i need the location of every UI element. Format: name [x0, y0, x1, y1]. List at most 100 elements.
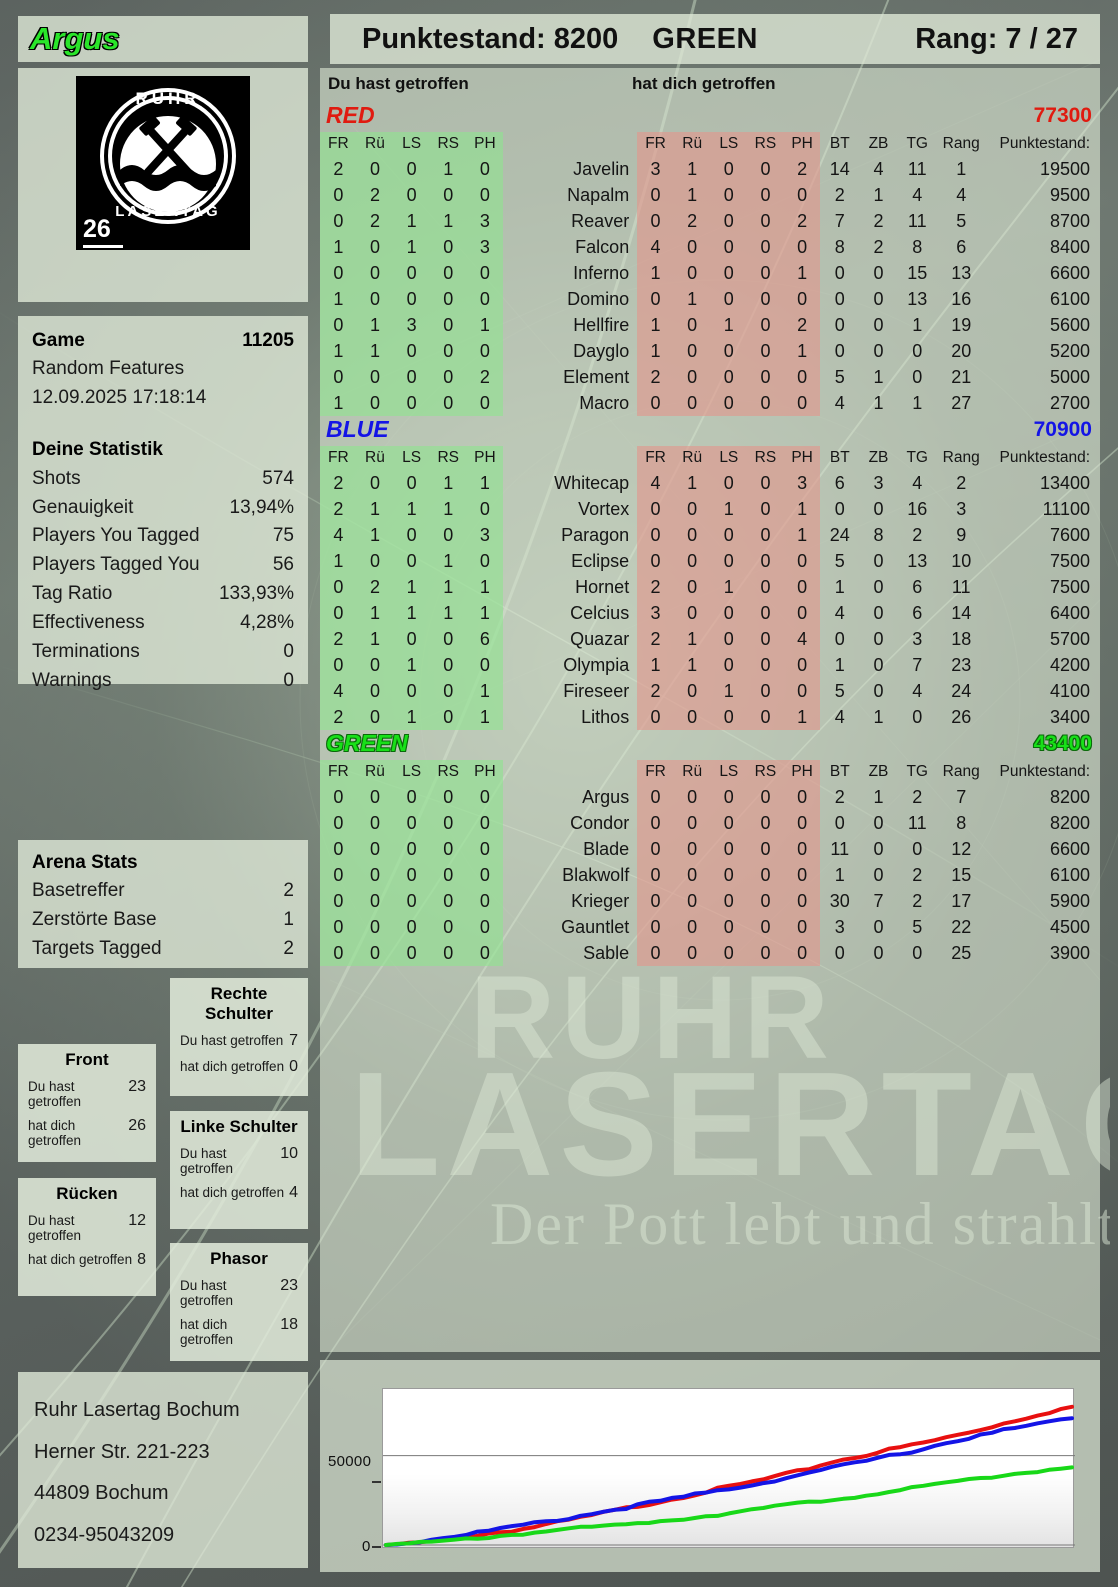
- cell-you-fr: 0: [320, 862, 357, 888]
- cell-punktestand: 8200: [1049, 786, 1090, 807]
- cell-tg: 0: [912, 706, 923, 727]
- col-header-them-ls: LS: [710, 760, 748, 784]
- cell-punktestand: 7500: [1049, 550, 1090, 571]
- zone-gothit-label: hat dich getroffen: [180, 1185, 285, 1200]
- cell-player-name: Krieger: [571, 890, 630, 911]
- cell-zb: 1: [873, 392, 884, 413]
- cell-them-ph: 2: [783, 312, 821, 338]
- col-header-them-fr: FR: [637, 760, 674, 784]
- table-row[interactable]: 2 0 1 0 1 Lithos 0 0 0 0 1 4 1 0 26 3400: [320, 704, 1100, 730]
- cell-tg: 13: [907, 288, 928, 309]
- cell-them-fr: 0: [637, 704, 674, 730]
- cell-you-ls: 0: [393, 784, 430, 810]
- table-row[interactable]: 2 0 0 1 0 Javelin 3 1 0 0 2 14 4 11 1 19500: [320, 156, 1100, 182]
- cell-punktestand: 6400: [1049, 602, 1090, 623]
- table-row[interactable]: 0 0 0 0 0 Blade 0 0 0 0 0 11 0 0 12 6600: [320, 836, 1100, 862]
- cell-bt: 2: [834, 786, 845, 807]
- cell-you-ls: 1: [393, 496, 430, 522]
- cell-them-rü: 1: [673, 182, 711, 208]
- cell-you-ph: 0: [466, 810, 504, 836]
- cell-you-fr: 0: [320, 810, 357, 836]
- cell-you-rs: 0: [429, 940, 467, 966]
- table-row[interactable]: 4 0 0 0 1 Fireseer 2 0 1 0 0 5 0 4 24 4100: [320, 678, 1100, 704]
- table-row[interactable]: 0 0 0 0 0 Sable 0 0 0 0 0 0 0 0 25 3900: [320, 940, 1100, 966]
- cell-bt: 4: [834, 706, 845, 727]
- zone-card-linke-schulter: Linke Schulter Du hast getroffen 10 hat d…: [170, 1111, 308, 1229]
- stat-row: Shots 574: [32, 465, 294, 494]
- table-row[interactable]: 0 1 1 1 1 Celcius 3 0 0 0 0 4 0 6 14 6400: [320, 600, 1100, 626]
- table-row[interactable]: 2 1 1 1 0 Vortex 0 0 1 0 1 0 0 16 3 11100: [320, 496, 1100, 522]
- cell-them-rs: 0: [747, 496, 784, 522]
- cell-you-ls: 0: [393, 338, 430, 364]
- cell-you-ph: 0: [466, 548, 504, 574]
- cell-player-name: Argus: [582, 786, 630, 807]
- table-row[interactable]: 0 0 0 0 0 Condor 0 0 0 0 0 0 0 11 8 8200: [320, 810, 1100, 836]
- cell-rang: 12: [951, 838, 972, 859]
- cell-them-ls: 0: [710, 600, 748, 626]
- cell-player-name: Lithos: [581, 706, 630, 727]
- cell-you-fr: 0: [320, 312, 357, 338]
- table-row[interactable]: 0 0 0 0 0 Krieger 0 0 0 0 0 30 7 2 17 5900: [320, 888, 1100, 914]
- cell-you-rü: 2: [356, 182, 394, 208]
- cell-you-fr: 0: [320, 600, 357, 626]
- table-row[interactable]: 0 0 0 0 2 Element 2 0 0 0 0 5 1 0 21 5000: [320, 364, 1100, 390]
- arena-label: Targets Tagged: [32, 938, 162, 960]
- col-header-them-fr: FR: [637, 446, 674, 470]
- zone-hit-row: Du hast getroffen 23: [180, 1277, 298, 1308]
- cell-you-rü: 0: [356, 390, 394, 416]
- table-row[interactable]: 0 0 0 0 0 Argus 0 0 0 0 0 2 1 2 7 8200: [320, 784, 1100, 810]
- table-row[interactable]: 0 2 1 1 3 Reaver 0 2 0 0 2 7 2 11 5 8700: [320, 208, 1100, 234]
- cell-rang: 19: [951, 314, 972, 335]
- page-title: Argus: [30, 21, 120, 56]
- table-row[interactable]: 2 1 0 0 6 Quazar 2 1 0 0 4 0 0 3 18 5700: [320, 626, 1100, 652]
- table-row[interactable]: 0 2 1 1 1 Hornet 2 0 1 0 0 1 0 6 11 7500: [320, 574, 1100, 600]
- table-row[interactable]: 2 0 0 1 1 Whitecap 4 1 0 0 3 6 3 4 2 13400: [320, 470, 1100, 496]
- cell-you-fr: 4: [320, 522, 357, 548]
- cell-you-ls: 0: [393, 940, 430, 966]
- table-row[interactable]: 1 0 0 0 0 Domino 0 1 0 0 0 0 0 13 16 6100: [320, 286, 1100, 312]
- cell-you-fr: 2: [320, 156, 357, 182]
- arena-stats-title: Arena Stats: [32, 848, 294, 877]
- table-row[interactable]: 1 1 0 0 0 Dayglo 1 0 0 0 1 0 0 0 20 5200: [320, 338, 1100, 364]
- cell-punktestand: 6100: [1049, 288, 1090, 309]
- cell-them-rs: 0: [747, 810, 784, 836]
- cell-you-rs: 0: [429, 338, 467, 364]
- table-row[interactable]: 4 1 0 0 3 Paragon 0 0 0 0 1 24 8 2 9 7600: [320, 522, 1100, 548]
- table-row[interactable]: 1 0 0 0 0 Macro 0 0 0 0 0 4 1 1 27 2700: [320, 390, 1100, 416]
- cell-you-ph: 3: [466, 522, 504, 548]
- stat-value: 75: [272, 525, 294, 547]
- cell-rang: 17: [951, 890, 972, 911]
- cell-punktestand: 6600: [1049, 838, 1090, 859]
- cell-tg: 2: [912, 890, 923, 911]
- cell-rang: 27: [951, 392, 972, 413]
- table-row[interactable]: 0 1 3 0 1 Hellfire 1 0 1 0 2 0 0 1 19 5600: [320, 312, 1100, 338]
- cell-you-rs: 0: [429, 836, 467, 862]
- zone-hit-row: Du hast getroffen 12: [28, 1212, 146, 1243]
- cell-them-fr: 0: [637, 836, 674, 862]
- cell-tg: 6: [912, 602, 923, 623]
- col-header-rang: Rang: [942, 763, 980, 780]
- table-row[interactable]: 0 0 1 0 0 Olympia 1 1 0 0 0 1 0 7 23 4200: [320, 652, 1100, 678]
- cell-zb: 1: [873, 184, 884, 205]
- chart-series-blue: [384, 1416, 1074, 1547]
- cell-rang: 15: [951, 864, 972, 885]
- table-row[interactable]: 0 2 0 0 0 Napalm 0 1 0 0 0 2 1 4 4 9500: [320, 182, 1100, 208]
- table-row[interactable]: 0 0 0 0 0 Inferno 1 0 0 0 1 0 0 15 13 6600: [320, 260, 1100, 286]
- table-row[interactable]: 1 0 1 0 3 Falcon 4 0 0 0 0 8 2 8 6 8400: [320, 234, 1100, 260]
- col-header-zb: ZB: [868, 135, 889, 152]
- cell-them-ph: 0: [783, 784, 821, 810]
- cell-them-rs: 0: [747, 234, 784, 260]
- cell-bt: 5: [834, 366, 845, 387]
- cell-rang: 25: [951, 942, 972, 963]
- cell-them-rs: 0: [747, 390, 784, 416]
- cell-them-rs: 0: [747, 862, 784, 888]
- cell-them-ls: 0: [710, 390, 748, 416]
- cell-zb: 0: [873, 340, 884, 361]
- cell-bt: 14: [829, 158, 850, 179]
- table-row[interactable]: 0 0 0 0 0 Gauntlet 0 0 0 0 0 3 0 5 22 4500: [320, 914, 1100, 940]
- team-total-score: 70900: [1033, 418, 1092, 441]
- table-row[interactable]: 0 0 0 0 0 Blakwolf 0 0 0 0 0 1 0 2 15 6100: [320, 862, 1100, 888]
- table-row[interactable]: 1 0 0 1 0 Eclipse 0 0 0 0 0 5 0 13 10 7500: [320, 548, 1100, 574]
- cell-player-name: Sable: [583, 942, 630, 963]
- team-title-row: BLUE 70900: [320, 416, 1100, 446]
